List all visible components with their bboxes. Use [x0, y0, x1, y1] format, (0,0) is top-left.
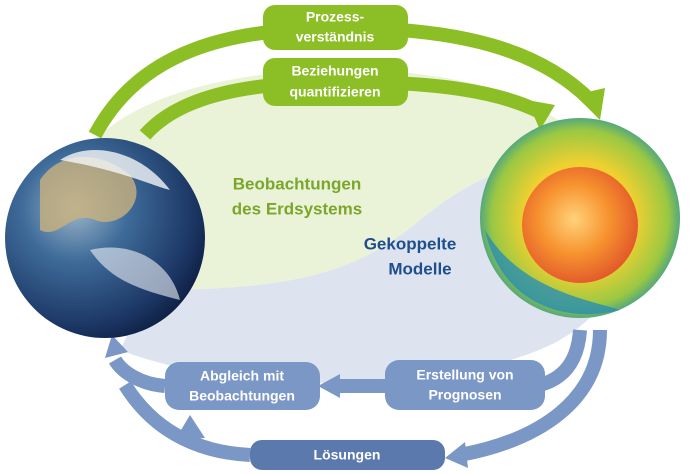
box: Erstellung von Prognosen: [385, 360, 545, 410]
box-label: Prozess-: [306, 9, 365, 25]
box-label: Lösungen: [314, 447, 381, 463]
box-label: Beobachtungen: [189, 388, 295, 404]
box: Prozess- verständnis: [263, 5, 408, 50]
observations-label: des Erdsystems: [232, 199, 362, 218]
observations-label: Beobachtungen: [233, 174, 361, 193]
arrowhead: [318, 374, 340, 398]
model-globe: [480, 118, 680, 318]
box-label: Beziehungen: [291, 63, 378, 79]
arrowhead: [175, 415, 205, 440]
box-label: Erstellung von: [416, 367, 513, 383]
models-label: Modelle: [388, 259, 451, 278]
box-label: Abgleich mit: [200, 368, 284, 384]
box: Beziehungen quantifizieren: [263, 58, 408, 106]
arrowhead: [105, 335, 128, 358]
box: Lösungen: [250, 440, 445, 470]
arrowhead: [445, 442, 468, 468]
box: Abgleich mit Beobachtungen: [165, 362, 320, 410]
box-label: verständnis: [296, 29, 375, 45]
box-label: quantifizieren: [289, 84, 380, 100]
arrowhead: [575, 88, 605, 120]
models-label: Gekoppelte: [364, 234, 457, 253]
box-label: Prognosen: [428, 387, 501, 403]
earth-globe: [5, 138, 205, 338]
blue-arrows: [108, 329, 607, 462]
arrowhead: [527, 100, 555, 130]
